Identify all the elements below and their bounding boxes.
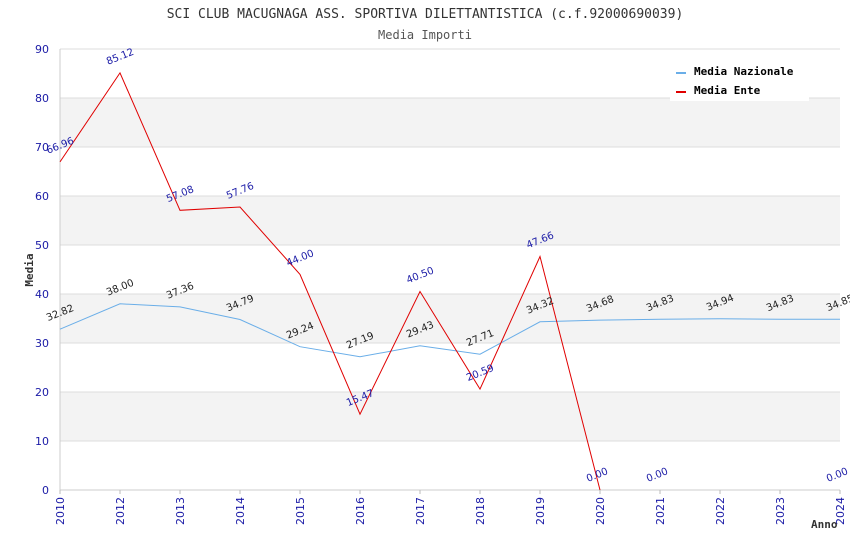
y-tick-label: 50 [35,239,49,252]
x-tick-label: 2010 [54,497,67,525]
x-tick-label: 2014 [234,497,247,525]
grid-band [60,196,840,245]
x-tick-label: 2015 [294,497,307,525]
x-tick-label: 2024 [834,497,847,525]
grid-band [60,441,840,490]
x-tick-label: 2021 [654,497,667,525]
series-line-media-nazionale [59,303,841,358]
x-axis-ticks: 2010 2012 2013 2014 2015 2016 2017 2018 2019 2020… [54,490,847,525]
y-tick-label: 30 [35,337,49,350]
series-line-media-ente [59,71,601,491]
legend: Media Nazionale Media Ente [670,60,809,101]
y-axis-label: Media [23,253,36,286]
x-tick-label: 2018 [474,497,487,525]
legend-box [670,60,809,101]
grid-band [60,392,840,441]
x-tick-label: 2022 [714,497,727,525]
grid-lines [60,48,840,491]
grid-band [60,343,840,392]
x-axis-label: Anno [811,518,838,531]
legend-label-media-nazionale: Media Nazionale [694,65,794,78]
x-tick-label: 2012 [114,497,127,525]
x-tick-label: 2016 [354,497,367,525]
y-axis-ticks: 0 10 20 30 40 50 60 70 80 90 [35,43,49,497]
y-tick-label: 90 [35,43,49,56]
series-layer [59,71,841,491]
y-tick-label: 0 [42,484,49,497]
x-tick-label: 2019 [534,497,547,525]
y-tick-label: 10 [35,435,49,448]
y-tick-label: 80 [35,92,49,105]
grid-band [60,245,840,294]
y-tick-label: 70 [35,141,49,154]
x-tick-label: 2023 [774,497,787,525]
legend-label-media-ente: Media Ente [694,84,761,97]
y-tick-label: 40 [35,288,49,301]
x-tick-label: 2013 [174,497,187,525]
chart-title: SCI CLUB MACUGNAGA ASS. SPORTIVA DILETTA… [167,7,684,22]
x-tick-label: 2020 [594,497,607,525]
y-tick-label: 20 [35,386,49,399]
grid-band [60,98,840,147]
grid-band [60,147,840,196]
y-tick-label: 60 [35,190,49,203]
chart-subtitle: Media Importi [378,28,472,42]
grid-bands [60,49,840,490]
x-tick-label: 2017 [414,497,427,525]
